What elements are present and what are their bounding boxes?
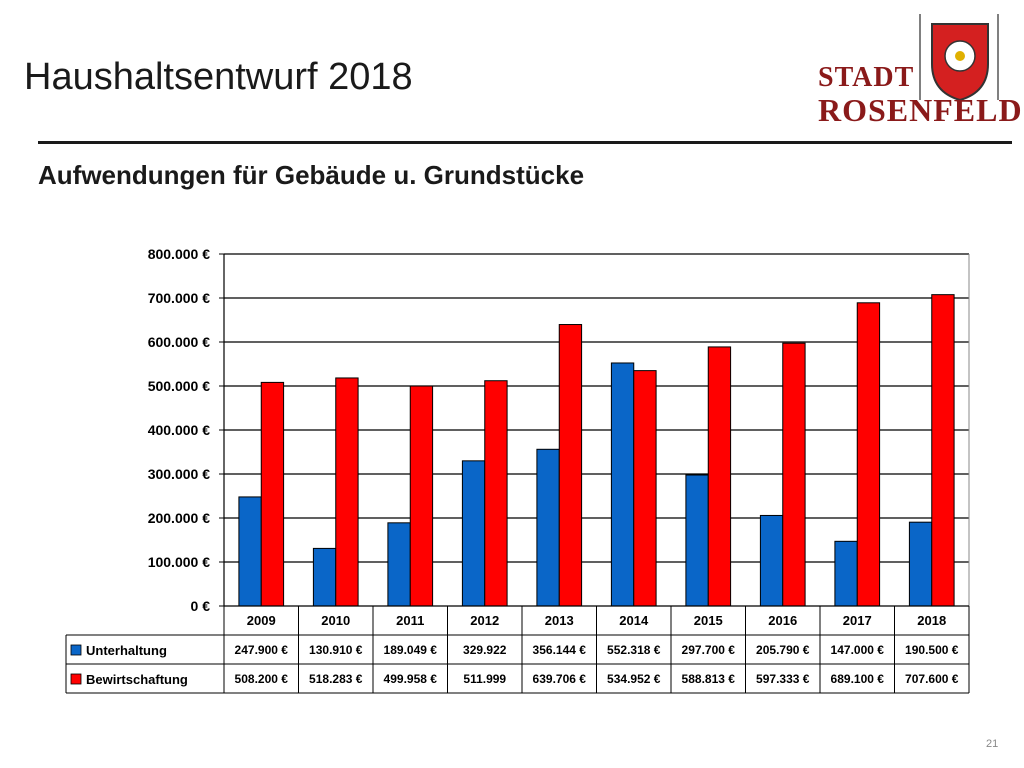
data-label: 534.952 € bbox=[607, 672, 661, 686]
data-label: 356.144 € bbox=[533, 643, 587, 657]
data-label: 597.333 € bbox=[756, 672, 810, 686]
x-tick-label: 2009 bbox=[247, 613, 276, 628]
data-label: 205.790 € bbox=[756, 643, 810, 657]
x-tick-label: 2016 bbox=[768, 613, 797, 628]
data-label: 189.049 € bbox=[384, 643, 438, 657]
y-tick-label: 500.000 € bbox=[148, 378, 210, 394]
data-label: 588.813 € bbox=[682, 672, 736, 686]
data-label: 297.700 € bbox=[682, 643, 736, 657]
chart-subtitle: Aufwendungen für Gebäude u. Grundstücke bbox=[38, 160, 585, 190]
bar-unterhaltung-2011 bbox=[387, 522, 411, 607]
y-tick-label: 0 € bbox=[191, 598, 211, 614]
bar-bewirtschaftung-2013 bbox=[558, 324, 583, 607]
bar-bewirtschaftung-2015 bbox=[707, 346, 732, 607]
data-label: 552.318 € bbox=[607, 643, 661, 657]
x-tick-label: 2012 bbox=[470, 613, 499, 628]
legend-label-bewirtschaftung: Bewirtschaftung bbox=[86, 672, 188, 687]
y-tick-label: 400.000 € bbox=[148, 422, 210, 438]
x-tick-label: 2013 bbox=[545, 613, 574, 628]
x-tick-label: 2015 bbox=[694, 613, 723, 628]
bar-bewirtschaftung-2010 bbox=[335, 377, 359, 607]
logo-line-stadt: STADT bbox=[818, 62, 915, 93]
data-label: 639.706 € bbox=[533, 672, 587, 686]
data-label: 689.100 € bbox=[831, 672, 885, 686]
bar-unterhaltung-2017 bbox=[834, 540, 858, 607]
y-tick-label: 700.000 € bbox=[148, 290, 210, 306]
bar-unterhaltung-2016 bbox=[759, 514, 784, 607]
bar-bewirtschaftung-2018 bbox=[931, 294, 955, 607]
y-tick-label: 300.000 € bbox=[148, 466, 210, 482]
bar-unterhaltung-2015 bbox=[685, 474, 709, 607]
legend-label-unterhaltung: Unterhaltung bbox=[86, 643, 167, 658]
data-label: 130.910 € bbox=[309, 643, 363, 657]
data-label: 518.283 € bbox=[309, 672, 363, 686]
legend-swatch-unterhaltung bbox=[70, 644, 82, 656]
bar-unterhaltung-2009 bbox=[238, 496, 262, 607]
title-divider bbox=[38, 141, 1012, 144]
x-tick-label: 2014 bbox=[619, 613, 649, 628]
bar-bewirtschaftung-2014 bbox=[633, 370, 657, 607]
slide-title: Haushaltsentwurf 2018 bbox=[24, 56, 413, 98]
data-label: 329.922 bbox=[463, 643, 507, 657]
y-tick-label: 200.000 € bbox=[148, 510, 210, 526]
bar-bewirtschaftung-2011 bbox=[409, 385, 434, 607]
bar-unterhaltung-2014 bbox=[610, 362, 635, 607]
x-tick-label: 2018 bbox=[917, 613, 946, 628]
y-tick-label: 600.000 € bbox=[148, 334, 210, 350]
bar-unterhaltung-2013 bbox=[536, 448, 560, 607]
data-label: 147.000 € bbox=[831, 643, 885, 657]
data-label: 190.500 € bbox=[905, 643, 959, 657]
bar-bewirtschaftung-2012 bbox=[484, 380, 508, 607]
bar-unterhaltung-2018 bbox=[908, 521, 933, 607]
data-label: 508.200 € bbox=[235, 672, 289, 686]
coat-of-arms-icon bbox=[919, 14, 999, 102]
data-label: 247.900 € bbox=[235, 643, 289, 657]
bar-unterhaltung-2012 bbox=[461, 460, 486, 607]
bar-unterhaltung-2010 bbox=[312, 547, 337, 607]
data-label: 511.999 bbox=[463, 672, 506, 686]
page-number: 21 bbox=[986, 738, 999, 750]
logo-line-rosenfeld: ROSENFELD bbox=[818, 92, 1023, 128]
data-label: 499.958 € bbox=[384, 672, 438, 686]
bar-bewirtschaftung-2017 bbox=[856, 302, 881, 607]
stadt-rosenfeld-logo: STADT ROSENFELD bbox=[812, 12, 1022, 136]
y-tick-label: 800.000 € bbox=[148, 246, 210, 262]
bar-bewirtschaftung-2016 bbox=[782, 342, 806, 607]
x-tick-label: 2017 bbox=[843, 613, 872, 628]
x-tick-label: 2010 bbox=[321, 613, 350, 628]
x-tick-label: 2011 bbox=[396, 613, 424, 628]
legend-swatch-bewirtschaftung bbox=[70, 673, 82, 685]
bar-bewirtschaftung-2009 bbox=[260, 381, 285, 607]
y-tick-label: 100.000 € bbox=[148, 554, 210, 570]
data-label: 707.600 € bbox=[905, 672, 959, 686]
